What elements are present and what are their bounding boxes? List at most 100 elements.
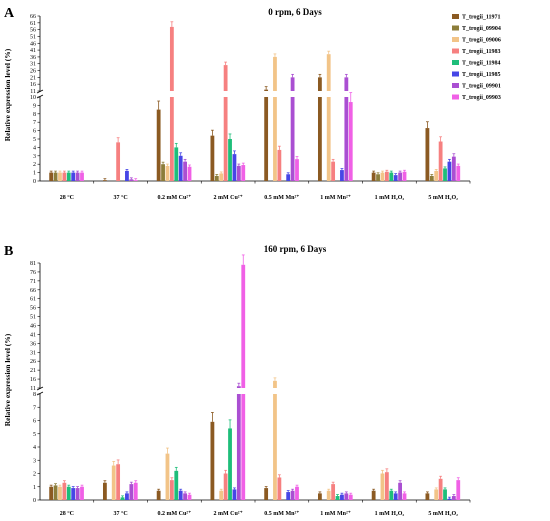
bar — [344, 77, 349, 91]
bar — [398, 482, 402, 500]
y-tick-label: 16 — [30, 377, 36, 383]
category-label: 37 °C — [114, 194, 128, 201]
bar — [443, 168, 447, 181]
bar — [380, 172, 385, 181]
bar — [236, 386, 241, 388]
bar — [380, 473, 385, 500]
y-tick-label: 46 — [30, 41, 36, 47]
bar — [236, 165, 241, 181]
bar — [277, 149, 282, 181]
category-label: 0.5 mM Mn²⁺ — [264, 195, 299, 201]
y-tick-label: 5 — [33, 137, 36, 143]
bar — [273, 56, 277, 91]
bar — [129, 179, 134, 181]
y-tick-label: 26 — [30, 69, 36, 75]
y-tick-label: 5 — [33, 432, 36, 438]
y-tick-label: 6 — [33, 419, 36, 425]
chart-panel-B: B 160 rpm, 6 Days Relative expression leve… — [3, 244, 471, 517]
bar — [228, 139, 232, 181]
bar — [49, 172, 54, 181]
bar — [219, 490, 224, 500]
category-label: 1 mM H₂O₂ — [375, 511, 405, 517]
bar — [317, 493, 322, 500]
bar — [451, 156, 456, 181]
bar — [425, 493, 430, 500]
y-tick-label: 8 — [33, 392, 36, 398]
y-tick-label: 51 — [30, 315, 36, 321]
bar — [71, 488, 76, 500]
bar — [456, 480, 461, 500]
category-label: 0.2 mM Cu²⁺ — [157, 195, 191, 201]
bar — [178, 490, 183, 500]
category-label: 28 °C — [60, 194, 74, 201]
bar — [371, 490, 376, 500]
bar — [389, 490, 394, 500]
legend-entry: T_trogii_11985 — [462, 72, 501, 78]
y-axis-label: Relative expression level (%) — [3, 333, 12, 426]
bar — [340, 170, 344, 181]
bar — [232, 154, 237, 181]
bar — [340, 494, 344, 500]
bar — [58, 486, 62, 500]
y-tick-label: 3 — [33, 458, 36, 464]
y-tick-label: 66 — [30, 14, 36, 20]
bar — [290, 77, 295, 91]
bar — [228, 428, 232, 500]
bar — [169, 480, 174, 500]
legend: T_trogii_11971 T_trogii_09904 T_trogii_090… — [452, 14, 501, 101]
legend-swatch — [452, 14, 459, 19]
legend-swatch — [452, 37, 459, 42]
bar — [165, 453, 170, 500]
bar — [348, 102, 353, 181]
legend-entry: T_trogii_11983 — [462, 49, 501, 55]
bar — [53, 485, 58, 500]
y-tick-label: 21 — [30, 75, 36, 81]
chart-title: 160 rpm, 6 Days — [264, 244, 327, 254]
bar — [183, 161, 187, 181]
bar — [53, 172, 58, 181]
y-tick-label: 8 — [33, 112, 36, 118]
legend-swatch — [452, 48, 459, 54]
bar — [49, 486, 54, 500]
bar — [187, 166, 192, 181]
category-label: 2 mM Cu²⁺ — [213, 511, 242, 517]
category-label: 2 mM Cu²⁺ — [213, 195, 242, 201]
y-tick-label: 36 — [30, 341, 36, 347]
legend-swatch — [452, 60, 459, 65]
axis-break-mark — [36, 386, 44, 391]
bar — [210, 135, 215, 181]
bar — [384, 472, 389, 500]
y-tick-label: 4 — [33, 145, 36, 151]
legend-entry: T_trogii_09901 — [462, 84, 501, 90]
y-tick-label: 66 — [30, 288, 36, 294]
bar — [156, 490, 161, 500]
bar — [241, 165, 246, 181]
y-tick-label: 56 — [30, 28, 36, 34]
bar — [456, 165, 461, 181]
category-label: 28 °C — [60, 510, 74, 517]
bar — [317, 77, 322, 91]
bar — [111, 465, 116, 500]
category-label: 1 mM H₂O₂ — [375, 195, 405, 201]
bar — [348, 494, 353, 500]
bar — [326, 490, 331, 500]
bar — [344, 97, 349, 181]
bar — [161, 164, 165, 181]
bar — [102, 180, 107, 181]
bar — [210, 421, 215, 500]
bar — [389, 172, 394, 181]
axis-break-mark — [36, 89, 44, 94]
bar — [223, 473, 228, 500]
y-tick-label: 0 — [33, 179, 36, 185]
bar — [402, 493, 407, 500]
legend-entry: T_trogii_09006 — [462, 38, 501, 44]
bar — [75, 488, 80, 500]
y-tick-label: 76 — [30, 270, 36, 276]
legend-entry: T_trogii_09904 — [462, 26, 501, 32]
y-axis-label: Relative expression level (%) — [3, 48, 12, 141]
y-tick-label: 71 — [30, 279, 36, 285]
bar — [120, 497, 125, 500]
category-label: 37 °C — [114, 510, 128, 517]
legend-entry: T_trogii_11971 — [462, 15, 501, 21]
y-tick-label: 31 — [30, 350, 36, 356]
